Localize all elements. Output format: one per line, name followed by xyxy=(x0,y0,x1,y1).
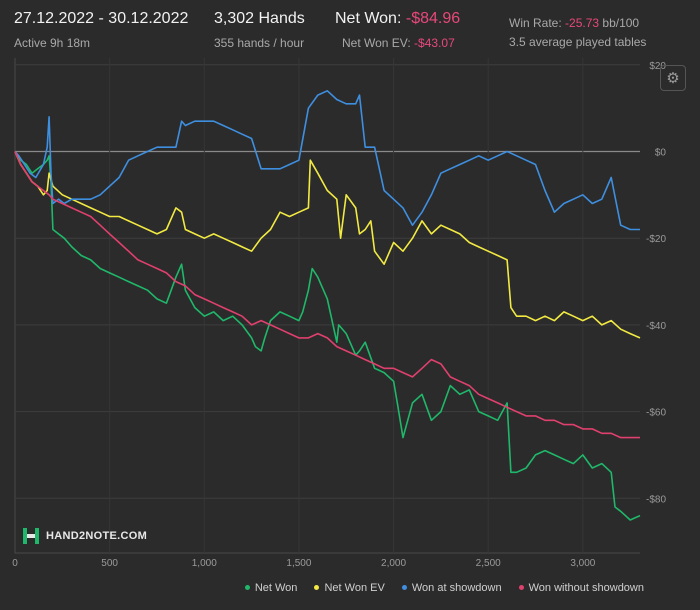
average-tables: 3.5 average played tables xyxy=(509,35,647,49)
legend-swatch xyxy=(314,584,320,590)
y-tick-label: -$80 xyxy=(646,494,666,505)
y-tick-label: -$20 xyxy=(646,234,666,245)
legend-label: Won at showdown xyxy=(411,582,502,594)
hands-count: 3,302 Hands xyxy=(214,10,305,27)
net-won-summary: Net Won: -$84.96 xyxy=(335,10,460,28)
win-rate-unit: bb/100 xyxy=(602,16,640,30)
series-line-net-won[interactable] xyxy=(14,151,641,521)
series-lines xyxy=(14,90,641,521)
x-tick-label: 3,000 xyxy=(570,558,595,569)
x-tick-label: 500 xyxy=(101,558,118,569)
date-range: 27.12.2022 - 30.12.2022 xyxy=(14,10,189,27)
logo-text: HAND2NOTE.COM xyxy=(46,530,148,542)
legend-item-won-at-showdown[interactable]: Won at showdown xyxy=(401,582,502,594)
y-tick-label: $0 xyxy=(655,148,667,159)
axis-labels: $20 $0 -$20 -$40 -$60 -$80 0 500 1,000 1,500 2,000… xyxy=(12,61,666,569)
x-tick-label: 1,500 xyxy=(286,558,311,569)
gear-icon: ⚙ xyxy=(666,70,680,87)
gridlines xyxy=(14,58,640,554)
plot-frame xyxy=(14,58,640,554)
legend-item-net-won[interactable]: Net Won xyxy=(244,582,298,594)
legend-item-net-won-ev[interactable]: Net Won EV xyxy=(314,582,385,594)
series-line-won-at-showdown[interactable] xyxy=(14,90,640,231)
net-won-ev-summary: Net Won EV: -$43.07 xyxy=(342,36,455,50)
x-tick-label: 0 xyxy=(12,558,18,569)
legend-label: Won without showdown xyxy=(528,582,644,594)
chart-settings-button[interactable]: ⚙ xyxy=(660,65,686,91)
net-won-ev-value: -$43.07 xyxy=(414,36,455,50)
legend-item-won-without-showdown[interactable]: Won without showdown xyxy=(518,582,644,594)
net-won-ev-label: Net Won EV: xyxy=(342,36,411,50)
hands-per-hour: 355 hands / hour xyxy=(214,36,305,50)
win-rate-label: Win Rate: xyxy=(509,16,562,30)
series-line-net-won-ev[interactable] xyxy=(14,151,641,339)
legend-swatch xyxy=(244,584,250,590)
series-line-won-without-showdown[interactable] xyxy=(14,151,640,439)
active-duration: Active 9h 18m xyxy=(14,36,91,50)
legend-swatch xyxy=(401,584,407,590)
legend-label: Net Won EV xyxy=(324,582,385,594)
win-rate-summary: Win Rate: -25.73 bb/100 xyxy=(509,16,639,30)
logo-icon xyxy=(22,527,40,545)
x-tick-label: 1,000 xyxy=(192,558,217,569)
win-rate-value: -25.73 xyxy=(565,16,600,30)
y-tick-label: -$60 xyxy=(646,408,666,419)
y-tick-label: $20 xyxy=(649,61,666,72)
net-won-value: -$84.96 xyxy=(405,10,461,27)
net-won-label: Net Won: xyxy=(335,10,402,27)
y-tick-label: -$40 xyxy=(646,321,666,332)
chart-legend: Net Won Net Won EV Won at showdown Won w… xyxy=(231,582,644,594)
x-tick-label: 2,500 xyxy=(476,558,501,569)
legend-label: Net Won xyxy=(254,582,298,594)
x-tick-label: 2,000 xyxy=(381,558,406,569)
hand2note-logo: HAND2NOTE.COM xyxy=(22,527,147,545)
chart-header: 27.12.2022 - 30.12.2022 Active 9h 18m 3,… xyxy=(0,0,700,58)
legend-swatch xyxy=(518,584,524,590)
